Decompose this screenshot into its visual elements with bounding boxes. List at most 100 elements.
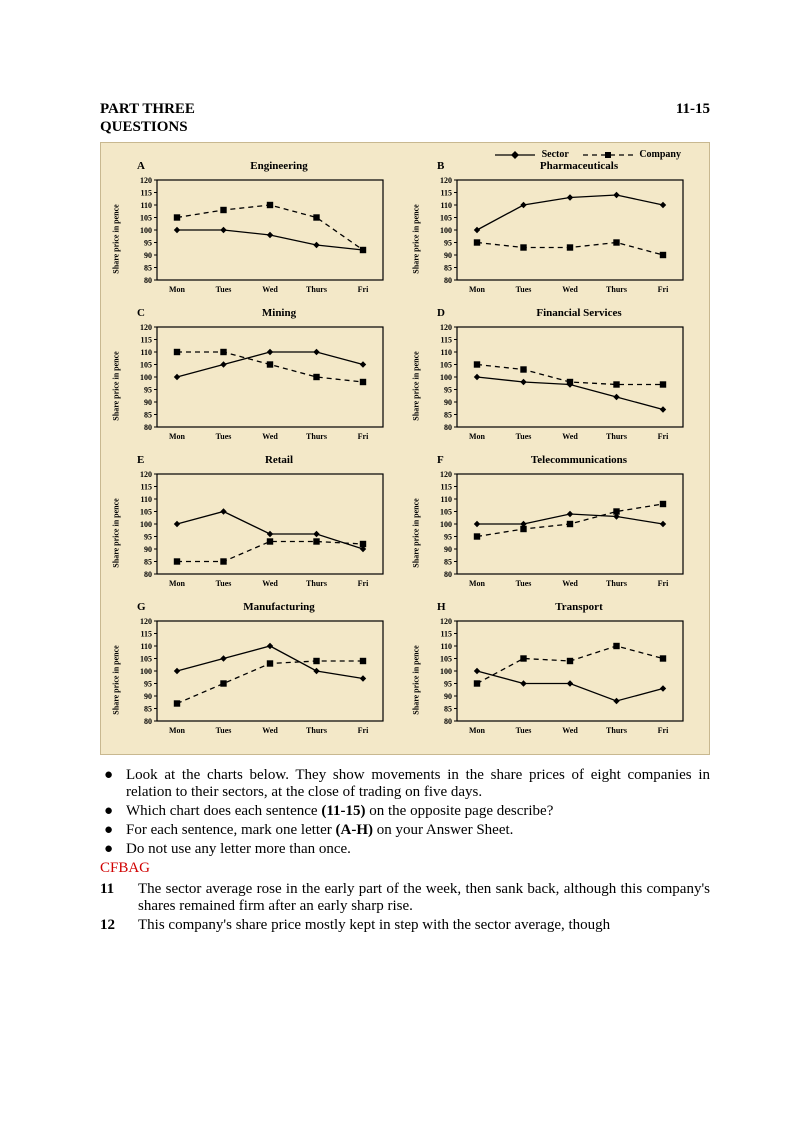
chart-b: BPharmaceuticalsShare price in pence8085…	[409, 160, 701, 305]
svg-text:Thurs: Thurs	[306, 285, 327, 294]
page: PART THREE QUESTIONS 11-15 Sector Compan…	[0, 0, 800, 1132]
svg-text:Tues: Tues	[216, 285, 232, 294]
questions-list: 11The sector average rose in the early p…	[100, 881, 710, 934]
question-row: 11The sector average rose in the early p…	[100, 881, 710, 915]
svg-text:Mon: Mon	[469, 579, 486, 588]
svg-text:Mon: Mon	[169, 285, 186, 294]
svg-text:120: 120	[440, 176, 452, 185]
svg-text:115: 115	[440, 483, 452, 492]
svg-text:90: 90	[444, 692, 452, 701]
svg-text:105: 105	[140, 361, 152, 370]
svg-text:115: 115	[440, 189, 452, 198]
svg-text:Mon: Mon	[469, 726, 486, 735]
svg-text:120: 120	[440, 323, 452, 332]
legend-company-label: Company	[639, 149, 681, 160]
svg-text:Tues: Tues	[516, 726, 532, 735]
charts-figure: Sector Company AEngineeringShare price i…	[100, 142, 710, 755]
svg-text:105: 105	[140, 655, 152, 664]
svg-text:Wed: Wed	[562, 432, 578, 441]
chart-letter: G	[137, 601, 157, 613]
svg-text:Fri: Fri	[658, 726, 669, 735]
svg-text:Mon: Mon	[169, 579, 186, 588]
chart-svg: 80859095100105110115120MonTuesWedThursFr…	[123, 613, 393, 741]
legend-sector-line	[495, 150, 535, 160]
instruction-1: ● Look at the charts below. They show mo…	[100, 767, 710, 801]
svg-text:90: 90	[144, 251, 152, 260]
svg-text:90: 90	[444, 545, 452, 554]
chart-svg: 80859095100105110115120MonTuesWedThursFr…	[123, 172, 393, 300]
svg-text:Mon: Mon	[169, 726, 186, 735]
svg-text:100: 100	[140, 226, 152, 235]
svg-text:Mon: Mon	[469, 432, 486, 441]
svg-text:85: 85	[444, 705, 452, 714]
svg-text:105: 105	[140, 508, 152, 517]
svg-text:Wed: Wed	[562, 285, 578, 294]
svg-text:Tues: Tues	[216, 726, 232, 735]
chart-title: Telecommunications	[457, 454, 701, 466]
chart-svg: 80859095100105110115120MonTuesWedThursFr…	[423, 319, 693, 447]
header: PART THREE QUESTIONS 11-15	[100, 100, 710, 136]
chart-title: Transport	[457, 601, 701, 613]
svg-text:Tues: Tues	[516, 285, 532, 294]
svg-text:Fri: Fri	[358, 432, 369, 441]
svg-text:Thurs: Thurs	[306, 432, 327, 441]
svg-text:Wed: Wed	[562, 579, 578, 588]
question-range: 11-15	[676, 101, 710, 118]
chart-e: ERetailShare price in pence8085909510010…	[109, 454, 401, 599]
svg-text:120: 120	[440, 470, 452, 479]
svg-text:Tues: Tues	[216, 579, 232, 588]
svg-text:90: 90	[444, 398, 452, 407]
question-number: 11	[100, 881, 138, 915]
bullet-icon: ●	[100, 841, 126, 858]
svg-text:90: 90	[144, 545, 152, 554]
y-axis-label: Share price in pence	[111, 498, 120, 567]
svg-text:Wed: Wed	[262, 579, 278, 588]
questions-label: QUESTIONS	[100, 118, 195, 136]
svg-text:95: 95	[144, 533, 152, 542]
chart-svg: 80859095100105110115120MonTuesWedThursFr…	[123, 466, 393, 594]
chart-letter: F	[437, 454, 457, 466]
svg-text:100: 100	[440, 667, 452, 676]
svg-text:85: 85	[444, 264, 452, 273]
svg-text:110: 110	[440, 642, 452, 651]
svg-text:95: 95	[444, 533, 452, 542]
svg-text:Fri: Fri	[658, 432, 669, 441]
svg-text:100: 100	[140, 520, 152, 529]
svg-text:105: 105	[440, 508, 452, 517]
bullet-icon: ●	[100, 767, 126, 801]
svg-text:85: 85	[144, 705, 152, 714]
instruction-4: ● Do not use any letter more than once.	[100, 841, 710, 858]
chart-h: HTransportShare price in pence8085909510…	[409, 601, 701, 746]
svg-text:Wed: Wed	[562, 726, 578, 735]
svg-text:85: 85	[444, 558, 452, 567]
chart-letter: H	[437, 601, 457, 613]
chart-d: DFinancial ServicesShare price in pence8…	[409, 307, 701, 452]
svg-text:100: 100	[440, 226, 452, 235]
svg-text:120: 120	[140, 323, 152, 332]
svg-text:80: 80	[144, 717, 152, 726]
svg-text:100: 100	[140, 667, 152, 676]
bullet-icon: ●	[100, 803, 126, 820]
chart-title: Manufacturing	[157, 601, 401, 613]
chart-title: Mining	[157, 307, 401, 319]
svg-text:Wed: Wed	[262, 726, 278, 735]
svg-text:105: 105	[140, 214, 152, 223]
svg-text:95: 95	[444, 680, 452, 689]
chart-title: Financial Services	[457, 307, 701, 319]
chart-letter: A	[137, 160, 157, 172]
svg-text:110: 110	[140, 642, 152, 651]
svg-text:90: 90	[144, 692, 152, 701]
legend-sector-label: Sector	[542, 149, 569, 160]
svg-text:Thurs: Thurs	[606, 285, 627, 294]
svg-text:Fri: Fri	[358, 726, 369, 735]
svg-text:Thurs: Thurs	[306, 579, 327, 588]
svg-text:Thurs: Thurs	[306, 726, 327, 735]
svg-text:110: 110	[440, 495, 452, 504]
svg-text:105: 105	[440, 361, 452, 370]
svg-text:110: 110	[140, 495, 152, 504]
svg-text:100: 100	[440, 520, 452, 529]
svg-text:80: 80	[444, 276, 452, 285]
y-axis-label: Share price in pence	[111, 645, 120, 714]
instruction-1-text: Look at the charts below. They show move…	[126, 767, 710, 801]
svg-text:110: 110	[440, 201, 452, 210]
